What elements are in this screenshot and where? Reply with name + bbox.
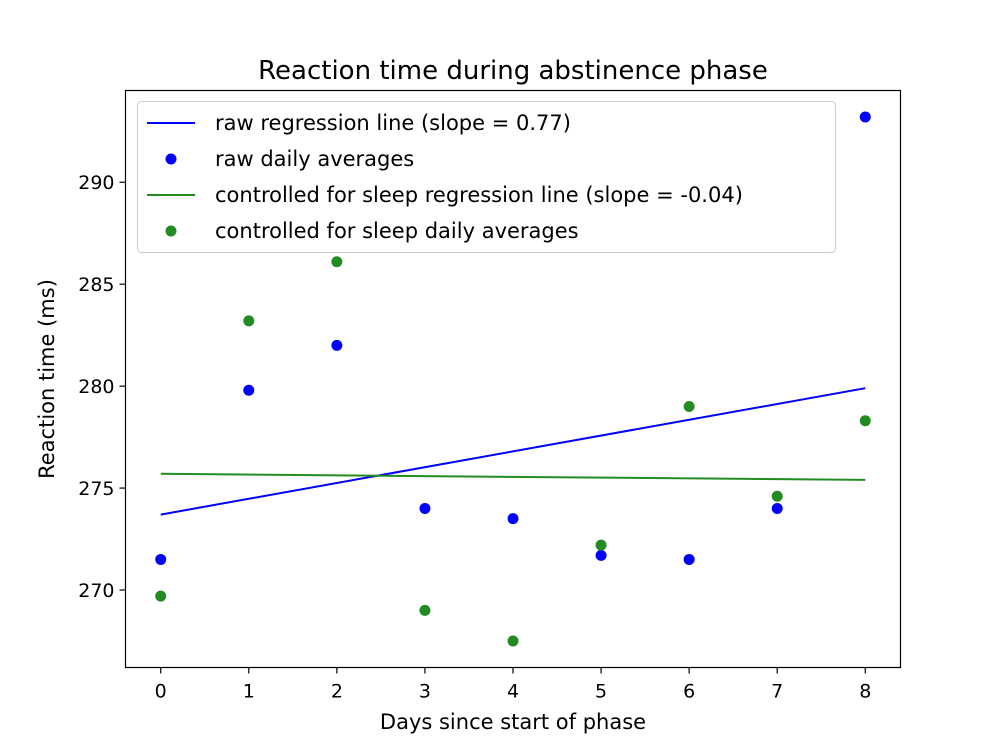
- legend: raw regression line (slope = 0.77) raw da…: [137, 101, 836, 253]
- data-point-3-1: [243, 315, 255, 327]
- legend-marker-swatch: [165, 153, 177, 165]
- data-point-3-8: [859, 415, 871, 427]
- x-tick-label: 2: [331, 681, 343, 703]
- plot-area: [155, 111, 871, 647]
- data-point-1-1: [243, 384, 255, 396]
- x-axis-ticks: 0 1 2 3 4 5 6 7 8: [155, 667, 871, 703]
- chart-title: Reaction time during abstinence phase: [258, 56, 768, 86]
- data-point-1-4: [507, 513, 519, 525]
- legend-label: controlled for sleep daily averages: [215, 219, 579, 243]
- data-point-1-8: [859, 111, 871, 123]
- y-axis-ticks: 270 275 280 285 290: [78, 172, 126, 602]
- y-tick-label: 290: [78, 172, 114, 194]
- regression-line-0: [160, 387, 866, 516]
- legend-label: controlled for sleep regression line (sl…: [215, 183, 743, 207]
- legend-marker-swatch: [165, 225, 177, 237]
- data-point-3-0: [155, 590, 167, 602]
- data-point-3-4: [507, 635, 519, 647]
- x-tick-label: 3: [419, 681, 431, 703]
- data-point-3-2: [331, 256, 343, 268]
- data-point-1-0: [155, 553, 167, 565]
- data-point-3-3: [419, 604, 431, 616]
- y-tick-label: 285: [78, 274, 114, 296]
- legend-label: raw daily averages: [215, 147, 414, 171]
- data-point-1-6: [683, 553, 695, 565]
- legend-label: raw regression line (slope = 0.77): [215, 111, 571, 135]
- y-tick-label: 270: [78, 580, 114, 602]
- data-point-1-7: [771, 502, 783, 514]
- x-tick-label: 1: [243, 681, 255, 703]
- legend-box: [137, 101, 836, 253]
- y-tick-label: 275: [78, 478, 114, 500]
- x-tick-label: 5: [595, 681, 607, 703]
- x-tick-label: 0: [155, 681, 167, 703]
- data-point-3-5: [595, 539, 607, 551]
- y-tick-label: 280: [78, 376, 114, 398]
- data-point-3-7: [771, 490, 783, 502]
- x-tick-label: 6: [683, 681, 695, 703]
- x-tick-label: 8: [859, 681, 871, 703]
- y-axis-label: Reaction time (ms): [35, 279, 59, 479]
- x-axis-label: Days since start of phase: [380, 710, 646, 734]
- data-point-1-3: [419, 502, 431, 514]
- data-point-1-5: [595, 549, 607, 561]
- x-tick-label: 7: [771, 681, 783, 703]
- regression-line-2: [160, 472, 866, 481]
- data-point-1-2: [331, 339, 343, 351]
- data-point-3-6: [683, 401, 695, 413]
- x-tick-label: 4: [507, 681, 519, 703]
